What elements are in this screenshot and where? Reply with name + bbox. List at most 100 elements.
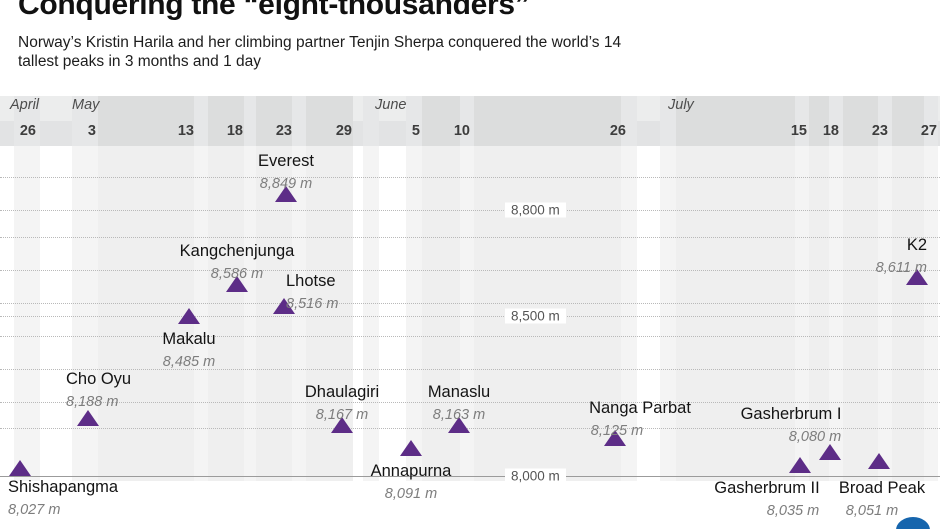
plot-band [660,146,676,481]
axis-band [422,96,460,146]
axis-band [292,96,306,146]
axis-band [460,96,474,146]
axis-band [621,96,637,146]
month-label: May [72,97,100,113]
gridline [0,428,940,429]
mountain-marker-icon[interactable] [273,298,295,314]
axis-band [474,96,621,146]
plot-band [676,146,795,481]
plot-band [843,146,878,481]
date-tick-label: 18 [226,123,243,139]
mountain-marker-icon[interactable] [789,457,811,473]
peak-name-label: K2 [906,236,927,254]
date-tick-label: 13 [177,123,194,139]
axis-band [843,96,878,146]
date-tick-label: 15 [790,123,807,139]
plot-band [892,146,924,481]
peak-name-label: Kangchenjunga [179,242,295,260]
axis-band [795,96,809,146]
date-tick-label: 23 [275,123,292,139]
peak-altitude-label: 8,091 m [384,486,438,502]
date-tick-label: 27 [920,123,937,139]
axis-band [924,96,938,146]
axis-band [72,96,98,146]
peak-altitude-label: 8,849 m [259,176,313,192]
date-tick-label: 26 [609,123,626,139]
plot-band [460,146,474,481]
plot-band [406,146,422,481]
plot-band [72,146,98,481]
gridline-value-label: 8,500 m [505,308,566,324]
month-label: April [10,97,40,113]
date-tick-label: 26 [19,123,36,139]
gridline [0,270,940,271]
axis-band [363,96,379,146]
peak-altitude-label: 8,125 m [590,423,644,439]
gridline [0,303,940,304]
gridline [0,316,940,317]
peak-name-label: Annapurna [370,462,452,480]
mountain-marker-icon[interactable] [604,430,626,446]
header: Conquering the “eight-thousanders” Norwa… [0,0,940,96]
mountain-marker-icon[interactable] [275,186,297,202]
plot-band [829,146,843,481]
mountain-marker-icon[interactable] [226,276,248,292]
peak-name-label: Everest [258,152,314,170]
axis-band [829,96,843,146]
peak-altitude-label: 8,080 m [788,429,842,445]
agency-logo [896,517,930,529]
month-label: July [668,97,694,113]
mountain-marker-icon[interactable] [77,410,99,426]
plot-band [621,146,637,481]
peak-name-label: Gasherbrum II [714,479,820,497]
plot-band [924,146,938,481]
peak-altitude-label: 8,485 m [162,354,216,370]
gridline [0,210,940,211]
peak-altitude-label: 8,188 m [66,394,119,410]
peak-altitude-label: 8,516 m [286,296,339,312]
gridline [0,336,940,337]
mountain-marker-icon[interactable] [868,453,890,469]
mountain-marker-icon[interactable] [400,440,422,456]
mountain-marker-icon[interactable] [819,444,841,460]
plot-band [194,146,208,481]
peak-altitude-label: 8,163 m [432,407,486,423]
peak-name-label: Nanga Parbat [589,399,691,417]
gridline [0,402,940,403]
mountain-marker-icon[interactable] [448,417,470,433]
gridline-value-label: 8,800 m [505,202,566,218]
mountain-marker-icon[interactable] [331,417,353,433]
axis-band [244,96,256,146]
peak-name-label: Dhaulagiri [304,383,380,401]
axis-band [256,96,292,146]
date-tick-label: 3 [87,123,96,139]
gridline [0,369,940,370]
peak-name-label: Manaslu [427,383,491,401]
peak-name-label: Makalu [162,330,216,348]
peak-name-label: Lhotse [286,272,336,290]
baseline-8000 [0,476,940,477]
gridline [0,237,940,238]
mountain-marker-icon[interactable] [9,460,31,476]
mountain-marker-icon[interactable] [178,308,200,324]
plot-band [795,146,809,481]
peak-altitude-label: 8,051 m [845,503,899,519]
baseline-value-label: 8,000 m [505,468,566,484]
axis-band [892,96,924,146]
mountain-marker-icon[interactable] [906,269,928,285]
chart-plot-area: 8,800 m 8,500 m 8,000 m Shishapangma 8,027 … [0,146,940,529]
date-tick-label: 5 [411,123,420,139]
date-tick-label: 23 [871,123,888,139]
peak-name-label: Cho Oyu [66,370,132,388]
page-subtitle: Norway’s Kristin Harila and her climbing… [18,34,622,70]
date-tick-label: 10 [453,123,470,139]
axis-band [406,96,422,146]
peak-name-label: Shishapangma [8,478,119,496]
peak-name-label: Broad Peak [838,479,926,497]
peak-altitude-label: 8,586 m [210,266,264,282]
axis-band [878,96,892,146]
month-label: June [375,97,407,113]
date-tick-label: 29 [335,123,352,139]
date-tick-label: 18 [822,123,839,139]
